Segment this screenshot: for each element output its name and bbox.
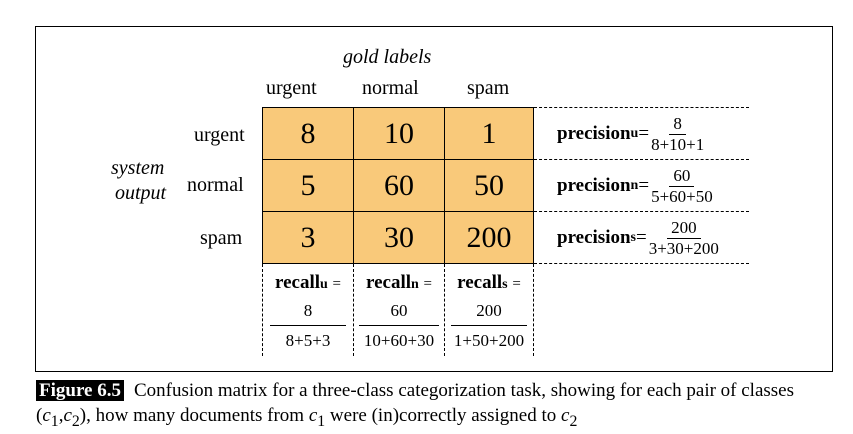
recall-numerator: 200 <box>476 301 502 320</box>
matrix-cell-urgent-urgent: 8 <box>262 107 354 160</box>
precision-fraction: 8 8+10+1 <box>651 114 705 154</box>
recall-box-left-line <box>262 264 263 356</box>
caption-var-c: c <box>308 405 318 426</box>
recall-numerator: 8 <box>303 301 313 320</box>
precision-label: precision <box>557 227 631 248</box>
recall-urgent-label: recallu = <box>262 272 354 294</box>
col-header-spam: spam <box>467 77 510 99</box>
precision-urgent: precision u = 8 8+10+1 <box>557 111 704 157</box>
precision-normal: precision n = 60 5+60+50 <box>557 163 713 209</box>
recall-normal-fraction: 60 10+60+30 <box>353 301 445 351</box>
precision-box-bottom-line <box>534 263 749 264</box>
recall-equals: = <box>423 276 433 292</box>
fraction-bar <box>451 325 527 326</box>
recall-denominator: 10+60+30 <box>363 331 435 350</box>
caption-var-sub: 2 <box>569 412 578 430</box>
precision-denominator: 8+10+1 <box>651 134 705 154</box>
recall-denominator: 8+5+3 <box>285 331 331 350</box>
figure-caption: Figure 6.5 Confusion matrix for a three-c… <box>36 378 836 434</box>
recall-box-divider-1 <box>353 264 354 356</box>
recall-box-right-line <box>533 264 534 356</box>
system-header-line2: output <box>115 182 167 204</box>
precision-equals: = <box>638 175 650 196</box>
precision-equals: = <box>638 123 650 144</box>
recall-spam-fraction: 200 1+50+200 <box>444 301 534 351</box>
precision-subscript: u <box>630 126 639 141</box>
recall-label: recall <box>457 272 503 293</box>
recall-subscript: u <box>320 277 328 292</box>
recall-normal-label: recalln = <box>353 272 445 294</box>
caption-var-sub: 2 <box>71 412 80 430</box>
precision-fraction: 200 3+30+200 <box>648 218 719 258</box>
caption-var-c: c <box>63 405 72 426</box>
recall-numerator: 60 <box>390 301 408 320</box>
caption-text-3: were (in)correctly assigned to <box>325 405 561 426</box>
precision-subscript: n <box>630 178 639 193</box>
precision-denominator: 5+60+50 <box>651 186 713 206</box>
precision-fraction: 60 5+60+50 <box>651 166 713 206</box>
matrix-cell-urgent-spam: 1 <box>444 107 534 160</box>
recall-spam-label: recalls = <box>444 272 534 294</box>
recall-denominator: 1+50+200 <box>453 331 525 350</box>
gold-labels-header: gold labels <box>343 46 432 68</box>
precision-label: precision <box>557 175 631 196</box>
precision-spam: precision s = 200 3+30+200 <box>557 215 719 261</box>
caption-var-c: c <box>42 405 51 426</box>
precision-label: precision <box>557 123 631 144</box>
recall-subscript: s <box>502 277 508 292</box>
caption-text-2: ), how many documents from <box>79 405 309 426</box>
recall-subscript: n <box>411 277 419 292</box>
precision-box-top-line <box>534 107 749 108</box>
matrix-cell-spam-normal: 30 <box>353 211 445 264</box>
figure-label: Figure 6.5 <box>36 380 124 401</box>
recall-label: recall <box>274 272 320 293</box>
precision-equals: = <box>636 227 647 248</box>
matrix-cell-normal-spam: 50 <box>444 159 534 212</box>
precision-box-divider-1 <box>534 159 749 160</box>
precision-numerator: 200 <box>667 218 701 239</box>
caption-comma: , <box>58 405 64 426</box>
matrix-cell-urgent-normal: 10 <box>353 107 445 160</box>
recall-label: recall <box>365 272 411 293</box>
precision-box-divider-2 <box>534 211 749 212</box>
recall-equals: = <box>332 276 342 292</box>
col-header-normal: normal <box>362 77 419 99</box>
caption-text-1: Confusion matrix for a three-class categ… <box>36 380 795 426</box>
precision-numerator: 8 <box>669 114 686 135</box>
recall-equals: = <box>512 276 521 292</box>
caption-var-sub: 1 <box>317 412 326 430</box>
system-header-line1: system <box>111 157 165 179</box>
caption-var-sub: 1 <box>50 412 59 430</box>
precision-numerator: 60 <box>669 166 695 187</box>
col-header-urgent: urgent <box>266 77 317 99</box>
precision-denominator: 3+30+200 <box>648 238 719 258</box>
precision-subscript: s <box>630 230 636 245</box>
row-header-normal: normal <box>187 174 244 196</box>
matrix-cell-spam-urgent: 3 <box>262 211 354 264</box>
matrix-cell-normal-urgent: 5 <box>262 159 354 212</box>
recall-box-divider-2 <box>444 264 445 356</box>
fraction-bar <box>359 325 439 326</box>
matrix-cell-normal-normal: 60 <box>353 159 445 212</box>
row-header-spam: spam <box>200 227 243 249</box>
matrix-cell-spam-spam: 200 <box>444 211 534 264</box>
recall-urgent-fraction: 8 8+5+3 <box>262 301 354 351</box>
fraction-bar <box>270 325 346 326</box>
figure-frame <box>35 26 833 372</box>
caption-var-c: c <box>561 405 570 426</box>
row-header-urgent: urgent <box>194 124 245 146</box>
